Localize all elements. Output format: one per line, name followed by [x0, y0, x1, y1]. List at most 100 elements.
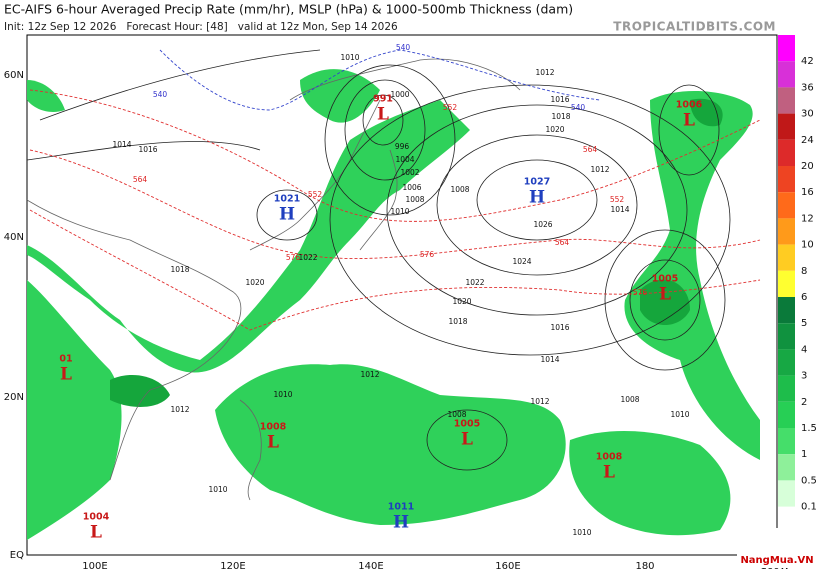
colorbar-band: [778, 323, 795, 350]
colorbar-band: [778, 454, 795, 481]
pressure-center: L: [377, 105, 389, 125]
pressure-center: H: [529, 188, 545, 208]
colorbar-band: [778, 375, 795, 402]
pressure-center-value: 1008: [596, 452, 623, 463]
colorbar-label: 8: [801, 266, 807, 277]
colorbar-band: [778, 428, 795, 455]
colorbar-label: 1.5: [801, 423, 817, 434]
pressure-center: L: [267, 433, 279, 453]
pressure-center: L: [603, 463, 615, 483]
pressure-center: H: [279, 205, 295, 225]
thickness-label: 564: [555, 238, 570, 247]
pressure-center-value: 991: [373, 94, 393, 105]
thickness-label-cold: 540: [571, 103, 586, 112]
isobar-label: 1010: [208, 485, 227, 494]
pressure-center: L: [683, 111, 695, 131]
pressure-center-value: 1004: [83, 512, 110, 523]
logo-bg: [737, 528, 817, 568]
isobar-label: 1020: [545, 125, 564, 134]
pressure-center: L: [659, 285, 671, 305]
colorbar-band: [778, 192, 795, 219]
isobar-label: 1016: [138, 145, 157, 154]
lat-label: 20N: [4, 392, 24, 403]
colorbar-label: 24: [801, 135, 814, 146]
isobar-label: 1014: [540, 355, 559, 364]
colorbar-band: [778, 270, 795, 297]
colorbar-band: [778, 61, 795, 88]
lon-label: 120E: [220, 561, 245, 572]
pressure-center-value: 1006: [676, 100, 703, 111]
pressure-center-value: 1005: [652, 274, 678, 285]
isobar-label: 1018: [551, 112, 570, 121]
isobar-label: 1016: [550, 323, 569, 332]
colorbar-label: 10: [801, 240, 814, 251]
lon-label: 160E: [495, 561, 520, 572]
colorbar-band: [778, 480, 795, 507]
isobar-label: 1010: [273, 390, 292, 399]
isobar-label: 996: [395, 142, 410, 151]
site-name: TROPICALTIDBITS.COM: [613, 20, 776, 34]
colorbar-band: [778, 113, 795, 140]
thickness-label: 552: [308, 190, 323, 199]
isobar-label: 1014: [610, 205, 629, 214]
lat-label: EQ: [10, 550, 24, 561]
thickness-label: 564: [133, 175, 148, 184]
isobar-label: 1020: [452, 297, 471, 306]
colorbar-label: 1: [801, 449, 807, 460]
isobar-label: 1010: [390, 207, 409, 216]
pressure-center-value: 1021: [274, 194, 300, 205]
lon-label: 180: [635, 561, 654, 572]
colorbar-label: 36: [801, 82, 814, 93]
thickness-label-cold: 540: [396, 43, 411, 52]
isobar-label: 1014: [112, 140, 131, 149]
colorbar-band: [778, 297, 795, 324]
isobar-label: 1000: [390, 90, 409, 99]
isobar-label: 1012: [535, 68, 554, 77]
colorbar-band: [778, 139, 795, 166]
lat-label: 40N: [4, 232, 24, 243]
colorbar-label: 16: [801, 187, 814, 198]
isobar-label: 1010: [572, 528, 591, 537]
colorbar-band: [778, 244, 795, 271]
pressure-center-value: 1005: [454, 419, 480, 430]
colorbar-band: [778, 87, 795, 114]
title: EC-AIFS 6-hour Averaged Precip Rate (mm/…: [4, 2, 573, 17]
thickness-label: 576: [420, 250, 435, 259]
isobar-label: 1012: [170, 405, 189, 414]
isobar-label: 1022: [465, 278, 484, 287]
thickness-label-cold: 540: [153, 90, 168, 99]
pressure-center: L: [60, 365, 72, 385]
subtitle: Init: 12z Sep 12 2026 Forecast Hour: [48…: [4, 21, 398, 33]
thickness-label: 552: [443, 103, 458, 112]
colorbar-label: 5: [801, 318, 807, 329]
pressure-center-value: 1011: [388, 502, 414, 513]
colorbar-band: [778, 349, 795, 376]
pressure-center-value: 1027: [524, 177, 550, 188]
colorbar-band: [778, 401, 795, 428]
pressure-center: L: [461, 430, 473, 450]
isobar-label: 1026: [533, 220, 552, 229]
isobar-label: 1024: [512, 257, 531, 266]
thickness-label: 576: [286, 253, 301, 262]
colorbar-label: 30: [801, 109, 814, 120]
lon-label: 100E: [82, 561, 107, 572]
isobar-label: 1008: [620, 395, 639, 404]
isobar-label: 1016: [550, 95, 569, 104]
isobar-label: 1018: [170, 265, 189, 274]
lon-label: 140E: [358, 561, 383, 572]
colorbar-label: 0.1: [801, 502, 817, 513]
isobar-label: 1010: [670, 410, 689, 419]
thickness-label: 576: [633, 288, 648, 297]
isobar-label: 1008: [447, 410, 466, 419]
isobar-label: 1020: [245, 278, 264, 287]
colorbar-label: 4: [801, 344, 807, 355]
isobar-label: 1010: [340, 53, 359, 62]
isobar-label: 1004: [395, 155, 414, 164]
pressure-center: L: [90, 523, 102, 543]
colorbar-label: 6: [801, 292, 807, 303]
colorbar-label: 12: [801, 213, 814, 224]
logo: NangMua.VN: [740, 555, 813, 566]
map-frame: [26, 34, 778, 556]
pressure-center-value: 1008: [260, 422, 287, 433]
